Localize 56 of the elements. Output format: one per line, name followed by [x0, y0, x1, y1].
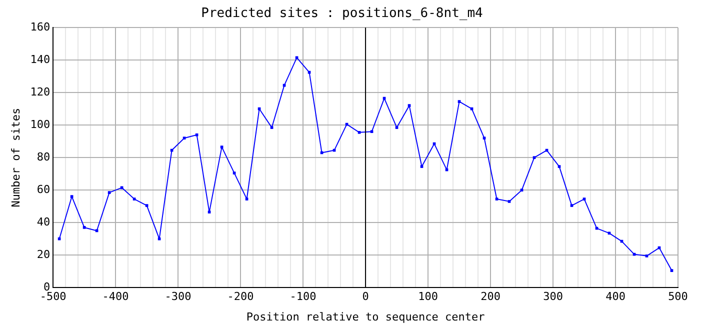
x-tick-label: 200 — [480, 290, 500, 304]
point — [358, 131, 361, 134]
point — [408, 104, 411, 108]
point — [120, 186, 124, 190]
y-tick-label: 140 — [30, 52, 50, 66]
x-tick-label: 0 — [362, 290, 369, 304]
point — [108, 191, 111, 194]
point — [558, 165, 561, 168]
y-tick-label: 120 — [30, 85, 50, 98]
y-tick-label: 100 — [30, 118, 50, 131]
point — [82, 226, 86, 229]
point — [245, 198, 248, 200]
point — [645, 254, 648, 258]
x-tick-label: -400 — [102, 290, 129, 304]
x-tick-label: -300 — [164, 290, 192, 304]
x-tick-label: 500 — [668, 290, 688, 304]
point — [70, 195, 74, 198]
point — [670, 269, 674, 272]
point — [158, 237, 161, 240]
point — [58, 237, 61, 240]
y-tick-label: 80 — [36, 150, 50, 164]
x-tick-label: 400 — [606, 290, 626, 304]
point — [295, 56, 298, 60]
point — [608, 232, 611, 235]
point — [395, 126, 398, 129]
point — [570, 204, 574, 207]
point — [270, 126, 274, 129]
point — [520, 188, 524, 192]
point — [532, 156, 536, 160]
x-tick-label: -200 — [227, 290, 254, 304]
y-tick-label: 20 — [36, 248, 50, 261]
point — [420, 165, 424, 168]
x-axis-title: Position relative to sequence center — [246, 310, 486, 324]
y-tick-label: 40 — [36, 215, 50, 228]
chart-title: Predicted sites : positions_6-8nt_m4 — [201, 6, 484, 22]
y-tick-label: 160 — [30, 20, 50, 34]
point — [482, 136, 486, 140]
point — [208, 210, 211, 214]
y-tick-label: 60 — [36, 182, 50, 196]
point — [258, 107, 261, 110]
point — [508, 200, 511, 203]
point — [182, 136, 186, 140]
point — [132, 198, 136, 200]
x-tick-label: -100 — [290, 290, 316, 304]
y-axis-title: Number of sites — [9, 108, 22, 208]
point — [495, 198, 498, 200]
x-tick-label: 100 — [418, 290, 438, 304]
point — [458, 100, 461, 103]
point — [195, 133, 198, 136]
point — [232, 172, 236, 174]
point — [220, 146, 224, 148]
x-tick-label: 300 — [543, 290, 563, 304]
point — [145, 204, 148, 207]
point — [470, 107, 474, 110]
point — [582, 198, 586, 200]
point — [370, 130, 374, 134]
